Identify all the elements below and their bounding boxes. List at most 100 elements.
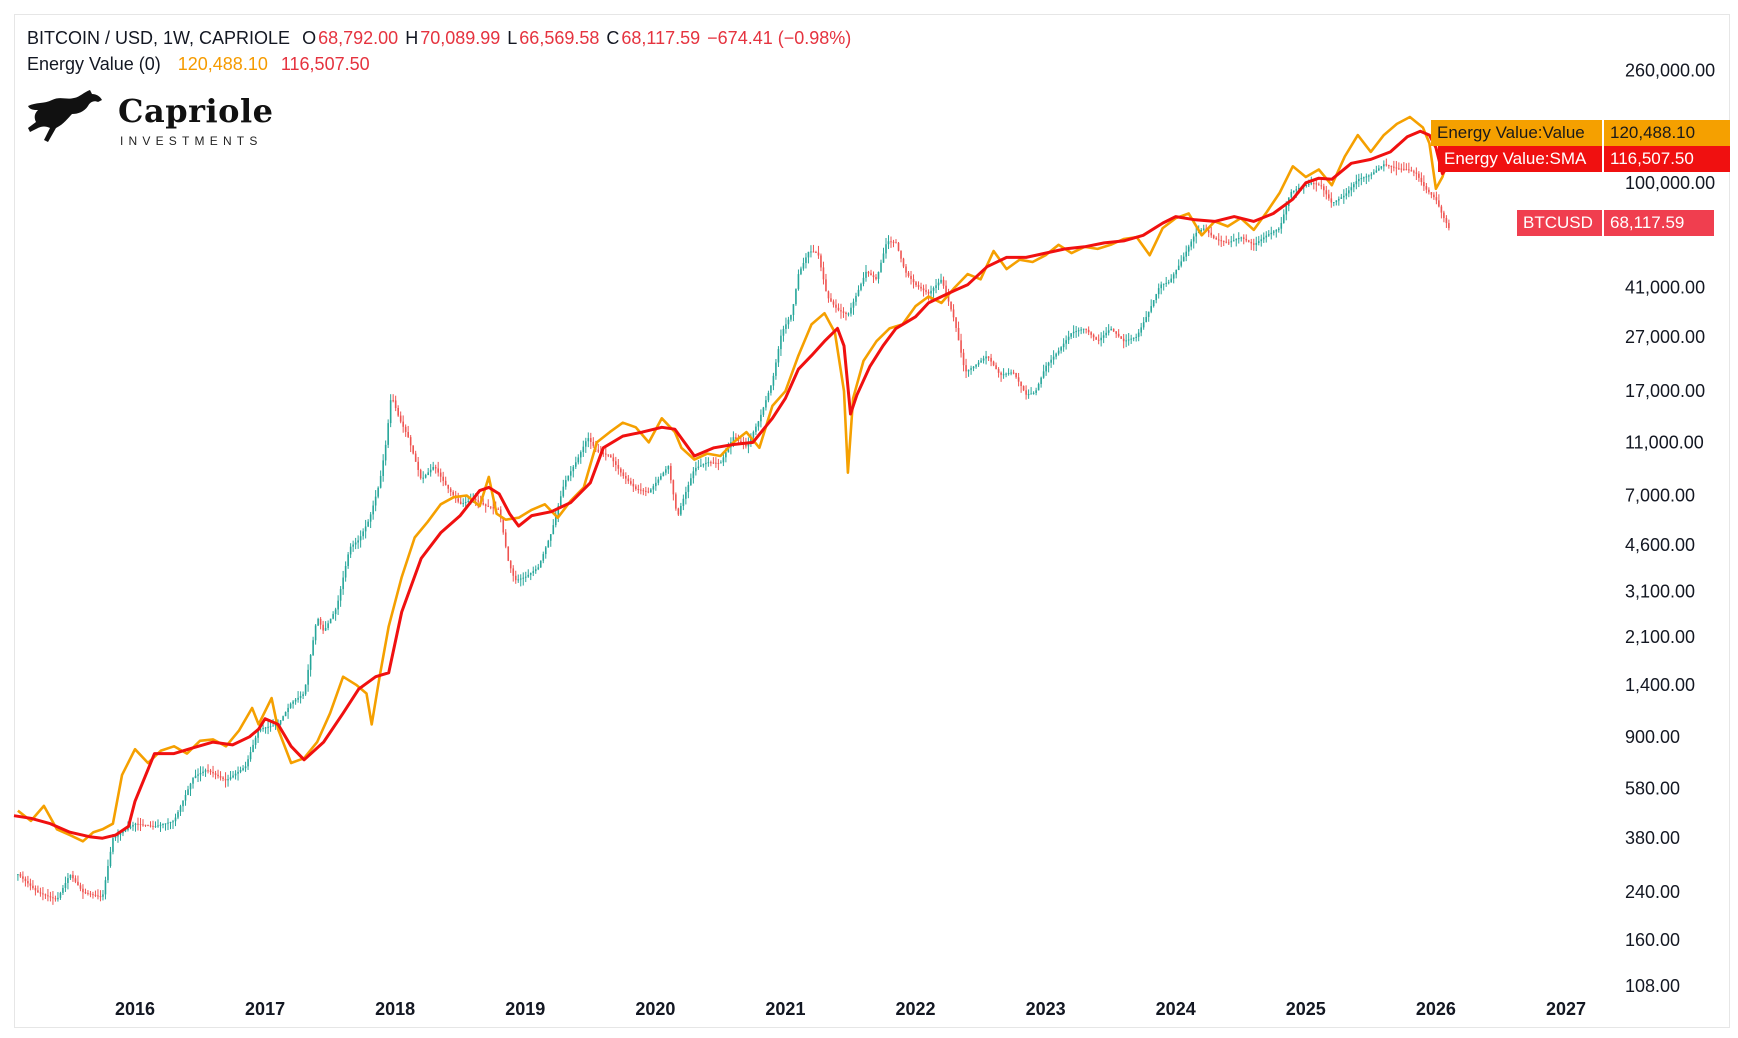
price-candle bbox=[309, 655, 312, 670]
price-candle bbox=[1207, 230, 1210, 233]
price-candle bbox=[800, 268, 802, 275]
price-candle bbox=[1175, 270, 1178, 275]
price-candle bbox=[932, 288, 935, 291]
price-candle bbox=[442, 476, 444, 481]
price-candle bbox=[164, 823, 167, 825]
price-candle bbox=[722, 457, 725, 463]
x-tick-label: 2022 bbox=[895, 999, 935, 1019]
price-candle bbox=[890, 241, 892, 243]
price-candle bbox=[697, 466, 700, 468]
price-candle bbox=[817, 252, 820, 256]
x-tick-label: 2025 bbox=[1286, 999, 1326, 1019]
price-candle bbox=[279, 720, 282, 725]
x-tick-label: 2018 bbox=[375, 999, 415, 1019]
price-candle bbox=[102, 894, 104, 897]
price-candle bbox=[189, 783, 192, 790]
price-candle bbox=[47, 895, 49, 897]
price-candle bbox=[67, 878, 69, 884]
price-candle bbox=[524, 576, 527, 578]
price-candle bbox=[635, 486, 637, 489]
price-candle bbox=[317, 618, 319, 626]
price-candle bbox=[997, 369, 1000, 373]
price-candle bbox=[569, 471, 572, 476]
price-candle bbox=[172, 821, 174, 823]
x-tick-label: 2020 bbox=[635, 999, 675, 1019]
price-candle bbox=[1090, 332, 1092, 335]
price-candle bbox=[625, 476, 627, 479]
price-candle bbox=[579, 452, 582, 458]
price-candle bbox=[267, 726, 269, 728]
price-candle bbox=[414, 453, 417, 462]
price-candle bbox=[274, 725, 277, 727]
price-candle bbox=[1210, 232, 1213, 236]
y-tick-label: 41,000.00 bbox=[1625, 278, 1705, 298]
price-candle bbox=[740, 440, 742, 443]
price-candle bbox=[249, 752, 252, 760]
price-candle bbox=[1393, 166, 1395, 168]
price-candle bbox=[770, 385, 772, 393]
price-candle bbox=[349, 546, 352, 555]
price-candle bbox=[652, 486, 655, 490]
x-tick-label: 2026 bbox=[1416, 999, 1456, 1019]
price-candle bbox=[1370, 174, 1373, 176]
price-candle bbox=[682, 498, 685, 506]
y-tick-label: 160.00 bbox=[1625, 930, 1680, 950]
price-candle bbox=[1057, 350, 1060, 354]
price-candle bbox=[322, 624, 324, 631]
price-candle bbox=[752, 431, 755, 438]
price-candle bbox=[572, 466, 575, 472]
price-candle bbox=[314, 625, 317, 641]
price-candle bbox=[632, 483, 635, 487]
price-candle bbox=[712, 462, 715, 464]
price-candle bbox=[529, 572, 532, 575]
price-candle bbox=[812, 251, 815, 253]
high-value: 70,089.99 bbox=[420, 28, 501, 48]
price-candle bbox=[337, 600, 339, 610]
price-candle bbox=[509, 560, 512, 569]
price-candle bbox=[1280, 223, 1283, 229]
price-candle bbox=[850, 307, 852, 314]
price-candle bbox=[835, 304, 837, 308]
price-candle bbox=[359, 536, 362, 541]
price-candle bbox=[662, 472, 665, 477]
price-candle bbox=[1262, 237, 1265, 240]
price-candle bbox=[62, 887, 64, 893]
price-candle bbox=[875, 277, 877, 279]
price-candle bbox=[1002, 374, 1005, 376]
price-candle bbox=[194, 775, 197, 779]
price-candle bbox=[487, 505, 490, 507]
price-candle bbox=[657, 479, 660, 483]
price-candle bbox=[167, 822, 169, 824]
price-candle bbox=[27, 881, 29, 884]
price-candle bbox=[845, 312, 847, 314]
price-candle bbox=[655, 482, 657, 487]
price-candle bbox=[1250, 241, 1253, 244]
price-candle bbox=[715, 462, 717, 464]
price-candle bbox=[1257, 241, 1260, 243]
price-candle bbox=[1105, 332, 1107, 336]
price-candle bbox=[942, 279, 945, 286]
price-series bbox=[17, 158, 1450, 905]
price-candle bbox=[84, 892, 87, 894]
price-candle bbox=[947, 293, 950, 302]
price-candle bbox=[389, 400, 392, 424]
price-candle bbox=[1275, 230, 1278, 232]
price-candle bbox=[99, 896, 102, 898]
price-candle bbox=[1340, 197, 1343, 199]
price-candle bbox=[1157, 288, 1160, 295]
price-candle bbox=[880, 262, 882, 272]
price-candle bbox=[464, 502, 467, 504]
price-candle bbox=[114, 836, 117, 839]
price-candle bbox=[582, 446, 585, 453]
price-candle bbox=[1435, 197, 1438, 201]
price-candle bbox=[1438, 200, 1440, 207]
price-candle bbox=[1062, 343, 1065, 348]
price-candle bbox=[1428, 189, 1430, 193]
price-candle bbox=[212, 771, 214, 774]
price-candle bbox=[1400, 168, 1403, 170]
price-candle bbox=[122, 831, 124, 834]
price-candle bbox=[522, 577, 525, 579]
price-candle bbox=[1010, 372, 1012, 374]
indicator-legend[interactable]: Energy Value (0) 120,488.10 116,507.50 bbox=[27, 54, 372, 75]
